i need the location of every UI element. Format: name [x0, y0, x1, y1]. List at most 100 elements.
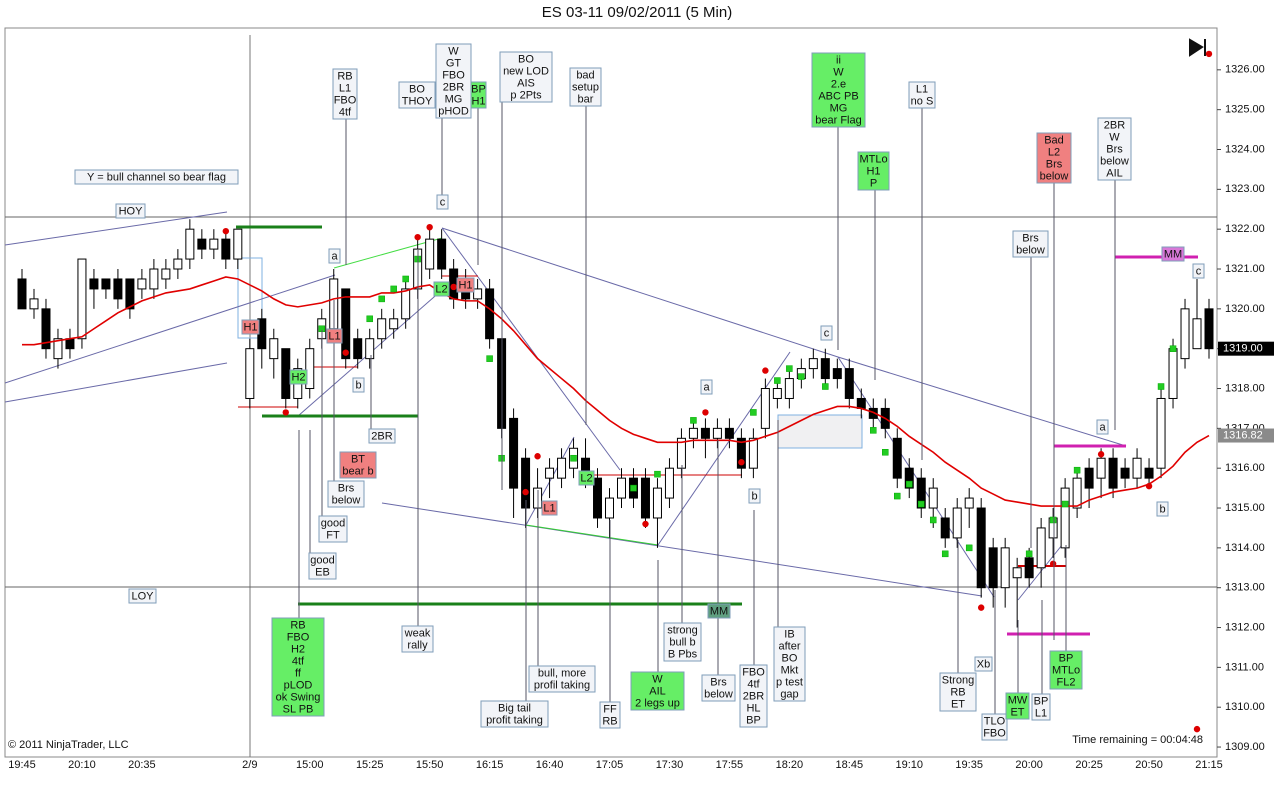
- annotation-text: ok Swing: [276, 691, 321, 703]
- candle-body: [137, 278, 147, 290]
- annotation-box: [1161, 246, 1185, 262]
- x-tick-label: 17:30: [656, 759, 684, 771]
- x-tick-label: 21:15: [1195, 759, 1223, 771]
- candle-body: [125, 278, 135, 310]
- annotation-box: [1031, 693, 1051, 721]
- scroll-end-button[interactable]: [1189, 38, 1206, 57]
- buy-marker: [965, 544, 973, 552]
- annotation-text: 2BR: [371, 430, 392, 442]
- annotation-box: [1192, 263, 1205, 279]
- annotation-text: EB: [315, 566, 330, 578]
- candle-body: [1060, 487, 1070, 549]
- candle-body: [1180, 308, 1190, 360]
- annotation-text: p 2Pts: [510, 89, 542, 101]
- candle-body: [89, 278, 99, 290]
- candle-body: [1084, 467, 1094, 489]
- candle-body: [904, 467, 914, 489]
- annotation-box: [352, 377, 365, 393]
- annotation-text: Brs: [1022, 232, 1039, 244]
- copyright: © 2011 NinjaTrader, LLC: [8, 739, 129, 751]
- annotation-text: RB: [602, 715, 617, 727]
- annotation-text: 2BR: [743, 690, 764, 702]
- annotation-text: 4tf: [747, 678, 760, 690]
- candle-body: [545, 467, 555, 479]
- candle-body: [221, 238, 231, 260]
- annotation-text: L1: [543, 502, 555, 514]
- trend-line: [4, 274, 336, 384]
- annotation-text: BP: [746, 714, 761, 726]
- x-tick-label: 16:40: [536, 759, 564, 771]
- candle-body: [1000, 547, 1010, 589]
- annotation-box: [1049, 650, 1083, 690]
- candle-body: [676, 437, 686, 469]
- candle-body: [700, 427, 710, 439]
- annotation-text: after: [778, 640, 800, 652]
- y-tick-label: 1313.00: [1225, 582, 1265, 594]
- buy-marker: [486, 355, 493, 362]
- ma-price-label: 1316.82: [1223, 429, 1263, 441]
- annotation-text: H1: [243, 321, 257, 333]
- annotation-text: Bad: [1044, 134, 1064, 146]
- buy-marker: [786, 365, 793, 372]
- annotation-text: pHOD: [438, 105, 469, 117]
- annotation-text: setup: [572, 81, 599, 93]
- candle-body: [1168, 348, 1178, 399]
- annotation-text: L1: [339, 82, 351, 94]
- annotation-box: [433, 281, 450, 297]
- candle-body: [281, 348, 291, 399]
- annotation: H2: [289, 369, 308, 385]
- annotation-box: [1097, 117, 1132, 181]
- candle-body: [988, 547, 998, 589]
- candle-body: [616, 477, 626, 499]
- annotation-box: [908, 81, 936, 109]
- candle-body: [1012, 567, 1022, 579]
- candle-body: [820, 358, 830, 380]
- candle-body: [425, 238, 435, 270]
- candle-body: [65, 338, 75, 350]
- annotation-text: H2: [291, 371, 305, 383]
- annotation-text: H1: [471, 95, 485, 107]
- y-tick-label: 1326.00: [1225, 64, 1265, 76]
- y-tick-label: 1314.00: [1225, 542, 1265, 554]
- annotation-text: ii: [836, 54, 841, 66]
- candle-body: [832, 368, 842, 380]
- sell-marker: [1193, 725, 1201, 733]
- annotation: L2: [433, 281, 450, 297]
- annotation-text: FBO: [983, 727, 1006, 739]
- annotation-text: RB: [290, 619, 305, 631]
- buy-marker: [929, 516, 937, 524]
- annotation: LOY: [128, 588, 157, 604]
- buy-marker: [690, 417, 697, 424]
- candle-body: [1072, 477, 1082, 509]
- annotation-box: [939, 672, 977, 712]
- buy-marker: [750, 409, 757, 416]
- annotation-text: a: [331, 250, 338, 262]
- candle-body: [389, 318, 399, 330]
- buy-marker: [390, 285, 397, 293]
- buy-marker: [1073, 466, 1081, 474]
- trend-line: [333, 237, 443, 269]
- candle-body: [557, 457, 567, 479]
- annotation-text: L2: [580, 472, 592, 484]
- annotation-text: MG: [445, 93, 463, 105]
- annotation-text: new LOD: [503, 65, 549, 77]
- sell-marker: [1049, 560, 1057, 567]
- buy-marker: [870, 427, 877, 434]
- annotation: MM: [707, 603, 731, 619]
- annotation: b: [1156, 501, 1169, 517]
- annotation-box: [339, 451, 377, 479]
- annotation-text: HL: [746, 702, 760, 714]
- sell-marker: [222, 227, 230, 235]
- annotation-text: RB: [337, 70, 352, 82]
- annotation-box: [974, 656, 993, 672]
- sell-marker: [977, 604, 985, 611]
- annotation-text: BP: [471, 83, 486, 95]
- annotation-text: gap: [780, 688, 798, 700]
- sell-marker: [702, 409, 709, 416]
- candle-body: [29, 298, 39, 310]
- buy-marker: [1157, 383, 1165, 390]
